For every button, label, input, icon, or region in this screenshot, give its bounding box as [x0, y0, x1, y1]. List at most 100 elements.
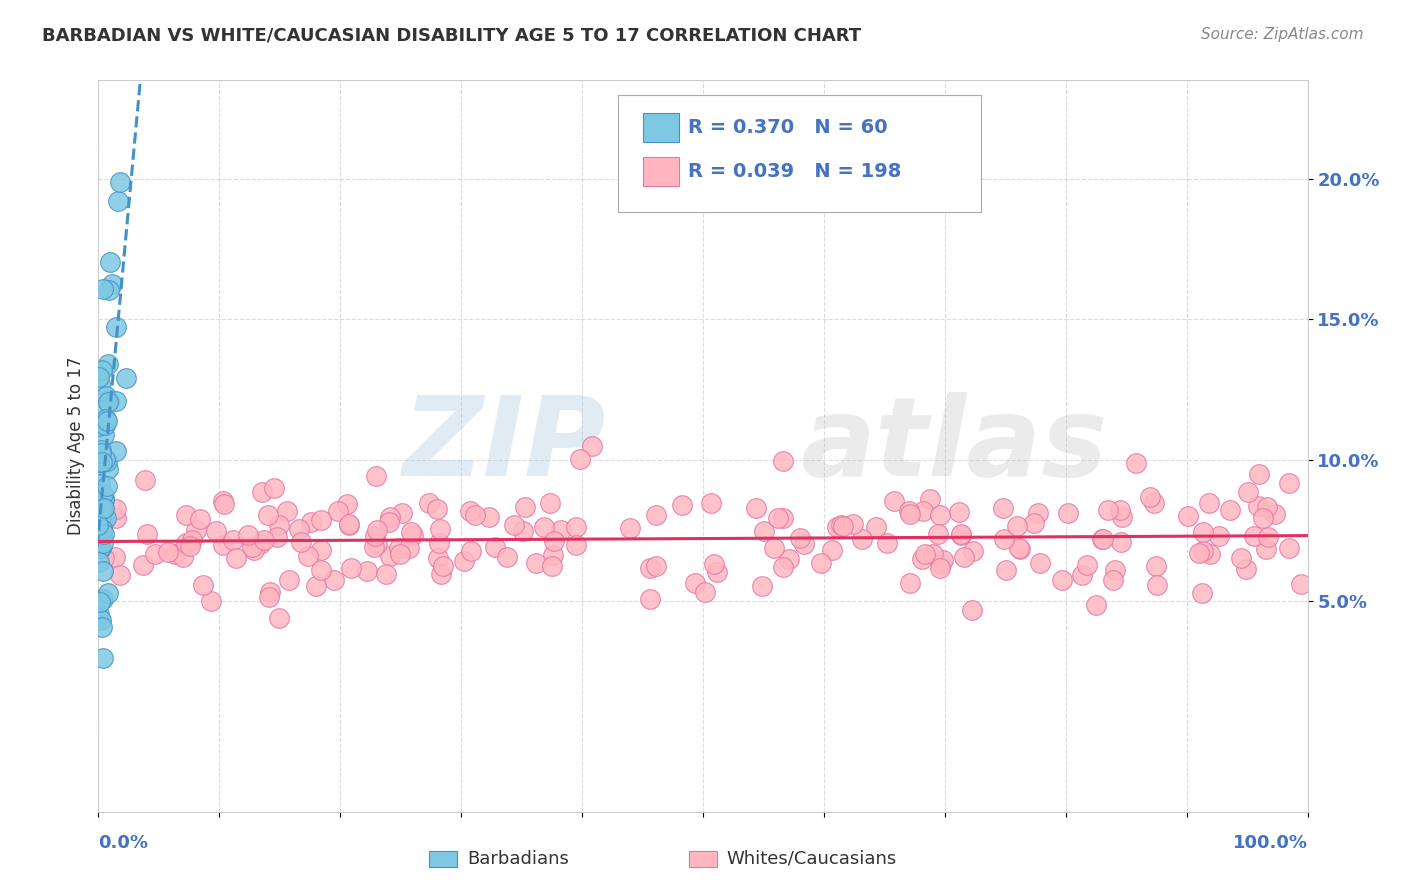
Point — [1102, 573, 1125, 587]
Point — [267, 517, 290, 532]
Point — [378, 515, 401, 529]
Point — [172, 550, 194, 565]
Point — [93, 417, 115, 432]
Point — [1146, 578, 1168, 592]
Point — [391, 507, 413, 521]
Point — [541, 548, 564, 562]
Point — [240, 540, 263, 554]
Point — [179, 539, 201, 553]
Point — [565, 520, 588, 534]
Point — [98, 283, 121, 297]
Point — [929, 560, 952, 574]
Point — [426, 551, 449, 566]
Point — [257, 508, 280, 522]
Point — [1257, 530, 1279, 544]
Point — [772, 511, 794, 525]
Point — [745, 500, 768, 515]
Point — [1188, 546, 1211, 560]
Point — [104, 511, 127, 525]
Point — [97, 357, 120, 371]
Point — [100, 277, 122, 291]
Point — [524, 556, 547, 570]
FancyBboxPatch shape — [643, 113, 679, 143]
Point — [96, 454, 118, 468]
Point — [93, 650, 115, 665]
Point — [1230, 551, 1253, 566]
Point — [374, 566, 396, 581]
Point — [328, 504, 350, 518]
Point — [90, 506, 112, 520]
Point — [225, 550, 247, 565]
Point — [305, 579, 328, 593]
Point — [97, 586, 120, 600]
Point — [772, 560, 794, 574]
Point — [87, 516, 110, 531]
Point — [89, 541, 111, 555]
Point — [91, 500, 114, 514]
Point — [311, 563, 333, 577]
Point — [464, 508, 486, 523]
Point — [191, 578, 214, 592]
Point — [356, 564, 378, 578]
Point — [90, 541, 112, 556]
Point — [90, 442, 112, 457]
Point — [502, 518, 524, 533]
Point — [238, 527, 260, 541]
Point — [93, 501, 115, 516]
Y-axis label: Disability Age 5 to 17: Disability Age 5 to 17 — [66, 357, 84, 535]
Point — [132, 558, 155, 572]
Point — [163, 547, 186, 561]
Point — [1191, 585, 1213, 599]
FancyBboxPatch shape — [643, 157, 679, 186]
Point — [1139, 490, 1161, 504]
Point — [429, 566, 451, 581]
Point — [200, 594, 222, 608]
Point — [1109, 503, 1132, 517]
Point — [1029, 557, 1052, 571]
Point — [1234, 562, 1257, 576]
Point — [831, 519, 853, 533]
Point — [89, 455, 111, 469]
Point — [948, 505, 970, 519]
Point — [91, 535, 114, 549]
Point — [104, 319, 127, 334]
Point — [96, 511, 118, 525]
Point — [1111, 509, 1133, 524]
Point — [429, 522, 451, 536]
Point — [911, 552, 934, 566]
Point — [693, 585, 716, 599]
Point — [533, 520, 555, 534]
Point — [995, 563, 1018, 577]
Point — [366, 523, 388, 537]
Point — [458, 503, 481, 517]
Point — [222, 533, 245, 548]
Point — [339, 517, 361, 532]
Point — [363, 541, 385, 555]
Point — [174, 536, 197, 550]
Point — [94, 411, 117, 425]
Point — [1247, 500, 1270, 514]
Point — [212, 497, 235, 511]
Point — [398, 541, 420, 555]
Point — [91, 592, 114, 607]
Point — [364, 529, 387, 543]
Point — [366, 468, 388, 483]
Point — [1243, 529, 1265, 543]
Point — [309, 513, 332, 527]
Point — [263, 481, 285, 495]
Point — [865, 520, 887, 534]
Point — [87, 369, 110, 384]
Point — [93, 527, 115, 541]
Point — [1219, 502, 1241, 516]
Point — [143, 547, 166, 561]
Point — [90, 446, 112, 460]
Text: R = 0.039   N = 198: R = 0.039 N = 198 — [689, 162, 901, 181]
Point — [1278, 475, 1301, 490]
Point — [515, 500, 537, 515]
Point — [991, 501, 1014, 516]
Point — [1026, 506, 1049, 520]
Point — [184, 523, 207, 537]
Point — [922, 547, 945, 561]
Point — [94, 452, 117, 467]
Text: Source: ZipAtlas.com: Source: ZipAtlas.com — [1201, 27, 1364, 42]
